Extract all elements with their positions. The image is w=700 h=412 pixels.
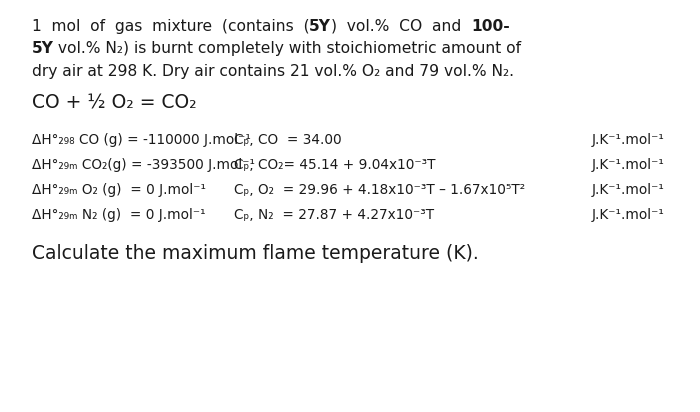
Text: CO + ½ O₂ = CO₂: CO + ½ O₂ = CO₂	[32, 94, 196, 112]
Text: ΔH°₂₉ₘ O₂ (g)  = 0 J.mol⁻¹: ΔH°₂₉ₘ O₂ (g) = 0 J.mol⁻¹	[32, 183, 206, 197]
Text: J.K⁻¹.mol⁻¹: J.K⁻¹.mol⁻¹	[592, 133, 664, 147]
Text: vol.% N₂) is burnt completely with stoichiometric amount of: vol.% N₂) is burnt completely with stoic…	[53, 41, 522, 56]
Text: J.K⁻¹.mol⁻¹: J.K⁻¹.mol⁻¹	[592, 183, 664, 197]
Text: J.K⁻¹.mol⁻¹: J.K⁻¹.mol⁻¹	[592, 158, 664, 172]
Text: Cₚ, CO₂= 45.14 + 9.04x10⁻³T: Cₚ, CO₂= 45.14 + 9.04x10⁻³T	[234, 158, 436, 172]
Text: 5Y: 5Y	[32, 41, 53, 56]
Text: 5Y: 5Y	[309, 19, 331, 33]
Text: J.K⁻¹.mol⁻¹: J.K⁻¹.mol⁻¹	[592, 208, 664, 222]
Text: Cₚ, CO  = 34.00: Cₚ, CO = 34.00	[234, 133, 342, 147]
Text: Cₚ, O₂  = 29.96 + 4.18x10⁻³T – 1.67x10⁵T²: Cₚ, O₂ = 29.96 + 4.18x10⁻³T – 1.67x10⁵T²	[234, 183, 526, 197]
Text: dry air at 298 K. Dry air contains 21 vol.% O₂ and 79 vol.% N₂.: dry air at 298 K. Dry air contains 21 vo…	[32, 64, 514, 79]
Text: ΔH°₂₉ₘ N₂ (g)  = 0 J.mol⁻¹: ΔH°₂₉ₘ N₂ (g) = 0 J.mol⁻¹	[32, 208, 205, 222]
Text: ΔH°₂₉₈ CO (g) = -110000 J.mol⁻¹: ΔH°₂₉₈ CO (g) = -110000 J.mol⁻¹	[32, 133, 251, 147]
Text: 1  mol  of  gas  mixture  (contains  (: 1 mol of gas mixture (contains (	[32, 19, 309, 33]
Text: Calculate the maximum flame temperature (K).: Calculate the maximum flame temperature …	[32, 244, 478, 263]
Text: ΔH°₂₉ₘ CO₂(g) = -393500 J.mol⁻¹: ΔH°₂₉ₘ CO₂(g) = -393500 J.mol⁻¹	[32, 158, 255, 172]
Text: 100-: 100-	[471, 19, 510, 33]
Text: Cₚ, N₂  = 27.87 + 4.27x10⁻³T: Cₚ, N₂ = 27.87 + 4.27x10⁻³T	[234, 208, 435, 222]
Text: )  vol.%  CO  and: ) vol.% CO and	[331, 19, 471, 33]
